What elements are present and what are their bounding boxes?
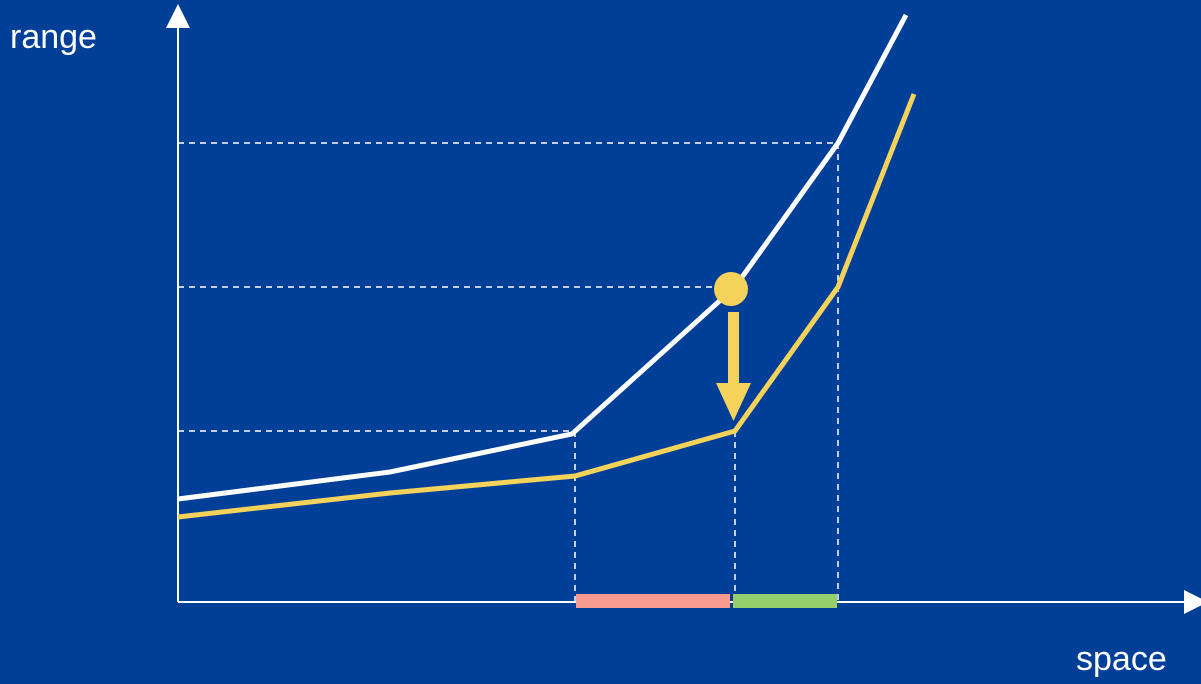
x-axis-label: space xyxy=(1076,640,1167,678)
y-axis-label: range xyxy=(10,18,97,56)
interval-left xyxy=(576,594,730,608)
interval-right xyxy=(733,594,837,608)
point-on-upper-curve xyxy=(714,272,748,306)
lower-curve xyxy=(177,93,917,520)
guide-lines xyxy=(178,142,839,601)
down-arrow-to-lower-curve xyxy=(716,312,751,421)
upper-curve xyxy=(177,13,909,502)
